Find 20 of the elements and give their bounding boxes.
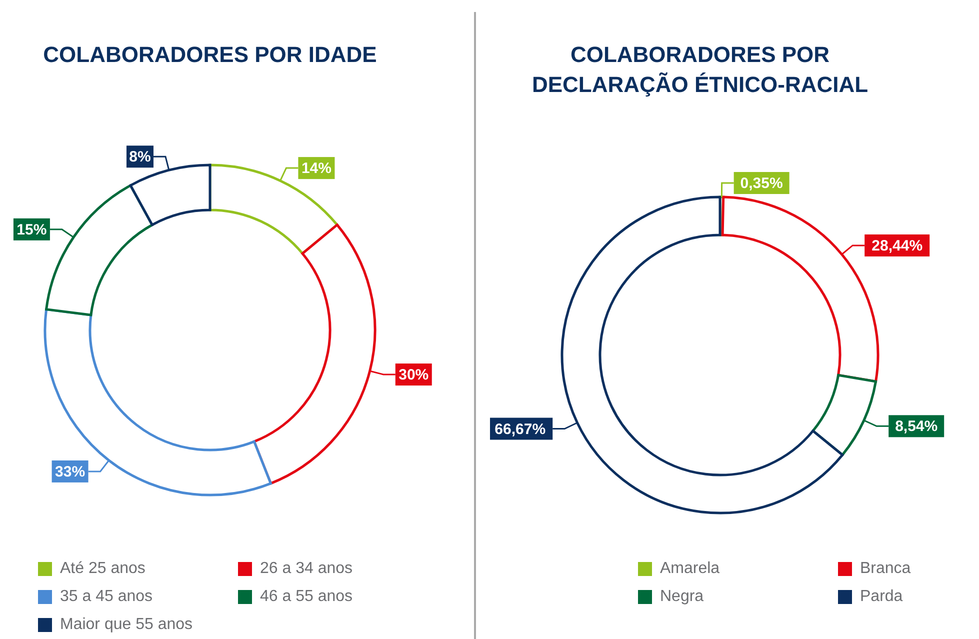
legend-label: Maior que 55 anos	[60, 616, 193, 634]
legend-label: Amarela	[660, 560, 720, 578]
legend-label: 46 a 55 anos	[260, 588, 353, 606]
data-label: 14%	[301, 160, 332, 178]
chart-title: COLABORADORES POR IDADE	[42, 41, 378, 69]
legend-label: Até 25 anos	[60, 560, 146, 578]
legend-label: 26 a 34 anos	[260, 560, 353, 578]
legend-label: Parda	[860, 588, 903, 606]
legend-label: 35 a 45 anos	[60, 588, 153, 606]
legend-label: Branca	[860, 560, 911, 578]
data-label: 28,44%	[872, 237, 923, 254]
data-label: 0,35%	[740, 175, 783, 192]
chart-title: COLABORADORES POR DECLARAÇÃO ÉTNICO-RACIAL	[530, 41, 870, 99]
data-label: 8,54%	[895, 418, 938, 436]
legend-label: Negra	[660, 588, 704, 606]
data-label: 8%	[129, 148, 151, 166]
data-label: 15%	[16, 221, 47, 238]
data-label: 30%	[398, 366, 429, 384]
data-label: 33%	[55, 463, 86, 480]
data-label: 66,67%	[494, 420, 546, 438]
